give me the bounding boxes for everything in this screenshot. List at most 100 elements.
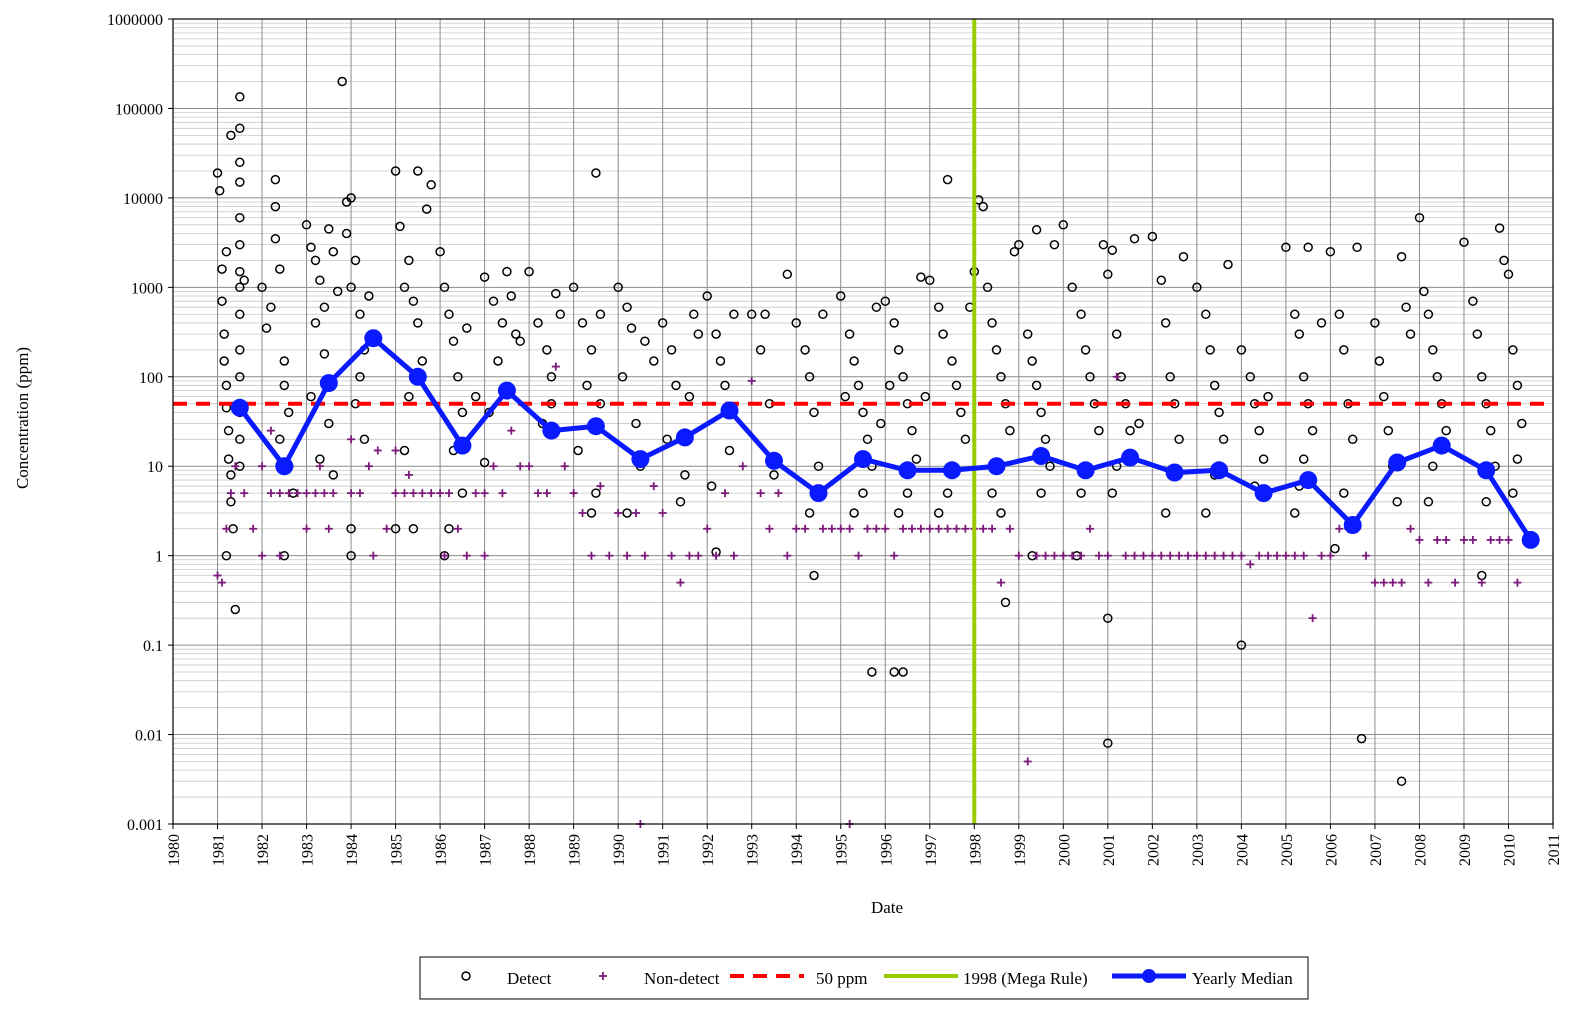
non-detect-point [329,489,338,498]
detect-point [212,168,223,178]
detect-point [390,166,401,176]
yearly-median-point [1477,461,1496,480]
non-detect-point [872,524,881,533]
non-detect-point [747,376,756,385]
detect-point [729,309,739,320]
detect-point [880,296,891,306]
x-tick-label: 1991 [656,834,673,866]
non-detect-point [854,551,863,560]
detect-point [346,193,356,203]
detect-point [942,488,953,498]
detect-point [261,323,272,333]
non-detect-point [1201,551,1210,560]
detect-point [1009,246,1020,257]
detect-point [324,418,334,429]
detect-point [1058,220,1069,230]
x-tick-label: 1983 [300,834,317,866]
detect-point [457,488,468,498]
non-detect-point [979,524,988,533]
non-detect-point [1477,578,1486,587]
detect-point [617,372,628,382]
reference-lines [173,19,1553,824]
detect-point [1107,245,1118,255]
detect-point [898,667,908,677]
detect-point [417,356,428,366]
detect-point [328,470,339,480]
detect-point [230,604,241,615]
non-detect-point [1148,551,1157,560]
non-detect-point [783,551,792,560]
x-tick-label: 2005 [1279,834,1296,866]
detect-point [1103,738,1113,748]
legend-label-mega-rule: 1998 (Mega Rule) [963,969,1088,988]
detect-point [884,380,895,391]
detect-point [1245,372,1256,382]
detect-point [479,272,490,282]
detect-point [235,92,245,102]
non-detect-point [1273,551,1281,560]
non-detect-point [569,489,578,498]
detect-point [1290,508,1300,518]
detect-point [1111,329,1122,339]
non-detect-point [1210,551,1219,560]
detect-point [1160,318,1171,328]
non-detect-point [1094,551,1103,560]
detect-point [1316,318,1327,328]
x-tick-label: 1985 [389,834,406,866]
detect-point [1459,237,1469,247]
detect-point [640,336,650,346]
legend-label-non-detect: Non-detect [644,969,720,988]
detect-point [591,488,601,498]
detect-point [689,309,699,320]
detect-point [1031,225,1042,235]
detect-point [1192,282,1202,293]
non-detect-point [1237,551,1246,560]
detect-point [760,309,770,320]
non-detect-point [1219,551,1228,560]
non-detect-point [462,551,471,560]
detect-point [1339,488,1349,498]
detect-point [221,380,232,391]
detect-point [444,523,454,534]
detect-point [933,508,944,518]
detect-point [1107,488,1118,498]
detect-point [337,76,347,87]
detect-point [426,180,436,190]
non-detect-point [266,489,275,498]
non-detect-point [623,551,632,560]
detect-point [235,282,245,293]
detect-point [893,508,904,518]
detect-point [235,372,245,382]
detect-point [1352,242,1362,253]
non-detect-point [534,489,543,498]
detect-point [1517,418,1527,429]
non-detect-point [1166,551,1175,560]
detect-point [876,418,886,429]
detect-point [947,356,957,366]
detect-point [1356,733,1367,744]
detect-point [1472,329,1483,339]
detect-point [1036,407,1046,418]
detect-point [595,309,606,320]
detect-point [235,212,245,223]
legend-label-yearly-median: Yearly Median [1192,969,1293,988]
non-detect-point [712,551,721,560]
non-detect-point [440,551,449,560]
detect-point [515,336,525,346]
non-detect-point [1362,551,1371,560]
non-detect-point [480,551,489,560]
detect-point [982,282,993,293]
detect-point [1160,508,1171,518]
non-detect-point [258,462,267,471]
detect-point [235,266,245,277]
x-tick-label: 1981 [211,834,228,866]
x-tick-label: 2008 [1412,834,1429,866]
yearly-median-point [631,450,650,469]
x-tick-label: 2010 [1501,834,1518,866]
detect-point [439,282,450,293]
detect-point [221,246,232,257]
non-detect-point [355,489,364,498]
non-detect-point [418,489,427,498]
yearly-median-point [364,329,383,348]
non-detect-point [1335,524,1344,533]
